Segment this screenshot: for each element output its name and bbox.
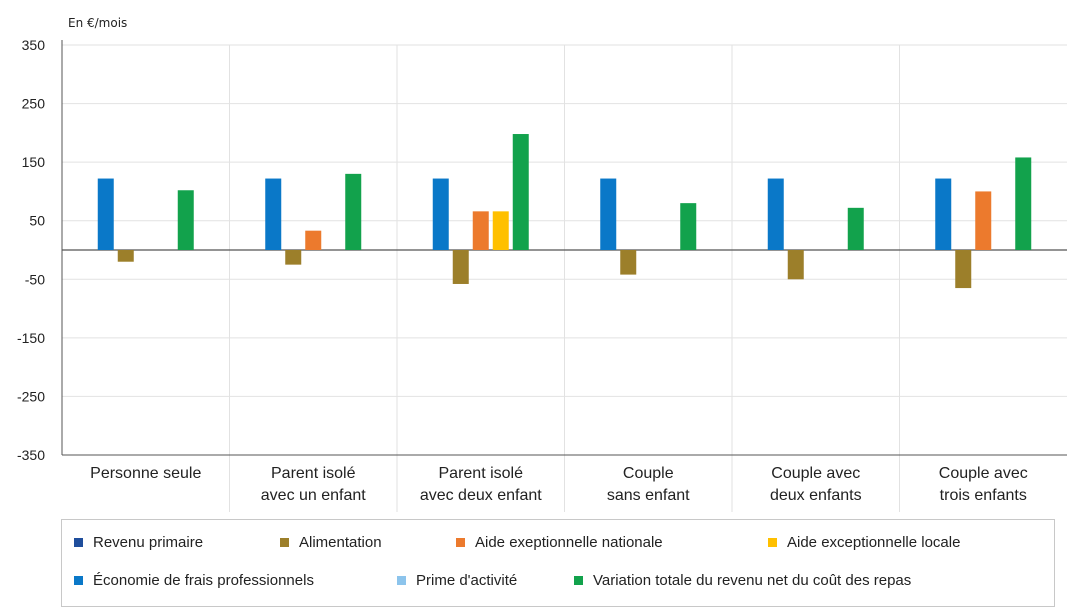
bar: [680, 203, 697, 250]
legend-item-prime-activite: Prime d'activité: [397, 572, 517, 589]
bar: [492, 211, 509, 250]
legend-label: Revenu primaire: [93, 534, 204, 551]
bar: [955, 250, 972, 289]
bar: [285, 250, 302, 265]
legend-label: Variation totale du revenu net du coût d…: [593, 572, 912, 589]
legend-swatch: [574, 576, 583, 585]
legend-swatch: [74, 576, 83, 585]
legend-swatch: [456, 538, 465, 547]
bar: [512, 134, 529, 250]
legend-item-revenu-primaire: Revenu primaire: [74, 534, 203, 551]
legend-item-aide-locale: Aide exceptionnelle locale: [768, 534, 960, 551]
x-category-label: trois enfants: [940, 487, 1027, 504]
bar: [265, 178, 282, 250]
bar: [935, 178, 952, 250]
bar: [787, 250, 804, 280]
x-category-label: avec deux enfant: [420, 487, 542, 504]
legend-label: Prime d'activité: [416, 572, 518, 589]
x-category-label: avec un enfant: [261, 487, 367, 504]
legend-label: Aide exceptionnelle locale: [787, 534, 961, 551]
x-category-label: Personne seule: [90, 465, 201, 482]
x-category-label: Parent isolé: [439, 465, 524, 482]
bar: [767, 178, 784, 250]
legend-swatch: [397, 576, 406, 585]
legend-swatch: [74, 538, 83, 547]
bar: [345, 173, 362, 250]
unit-label: En €/mois: [68, 16, 128, 30]
y-tick-label: 50: [29, 213, 45, 229]
legend-swatch: [768, 538, 777, 547]
bar: [600, 178, 617, 250]
bar: [620, 250, 637, 275]
y-tick-label: -350: [17, 447, 45, 463]
x-category-label: deux enfants: [770, 487, 862, 504]
bar: [472, 211, 489, 250]
legend: Revenu primaire Alimentation Aide exepti…: [61, 519, 1055, 607]
y-tick-label: -50: [25, 271, 45, 287]
y-tick-label: 350: [22, 37, 46, 53]
legend-label: Alimentation: [299, 534, 382, 551]
bar: [452, 250, 469, 284]
legend-item-alimentation: Alimentation: [280, 534, 382, 551]
x-category-label: Couple avec: [939, 465, 1028, 482]
x-category-label: Parent isolé: [271, 465, 356, 482]
legend-item-variation-totale: Variation totale du revenu net du coût d…: [574, 572, 911, 589]
legend-item-economie-frais: Économie de frais professionnels: [74, 572, 314, 589]
bar: [975, 191, 992, 250]
x-category-label: Couple avec: [771, 465, 860, 482]
bar: [305, 230, 322, 250]
y-tick-label: -250: [17, 388, 45, 404]
x-category-label: sans enfant: [607, 487, 690, 504]
legend-swatch: [280, 538, 289, 547]
legend-item-aide-nationale: Aide exeptionnelle nationale: [456, 534, 663, 551]
y-tick-label: 250: [22, 96, 46, 112]
y-tick-label: -150: [17, 330, 45, 346]
bar: [97, 178, 114, 250]
bar: [177, 190, 194, 250]
bar: [1015, 157, 1032, 250]
bar: [432, 178, 449, 250]
x-category-label: Couple: [623, 465, 674, 482]
legend-label: Aide exeptionnelle nationale: [475, 534, 663, 551]
bar: [847, 207, 864, 250]
legend-label: Économie de frais professionnels: [93, 572, 314, 589]
bar-chart: 350 250 150 50 -50 -150 -250 -350 Personne seule…: [17, 37, 1067, 512]
y-tick-label: 150: [22, 154, 46, 170]
bar: [117, 250, 134, 262]
